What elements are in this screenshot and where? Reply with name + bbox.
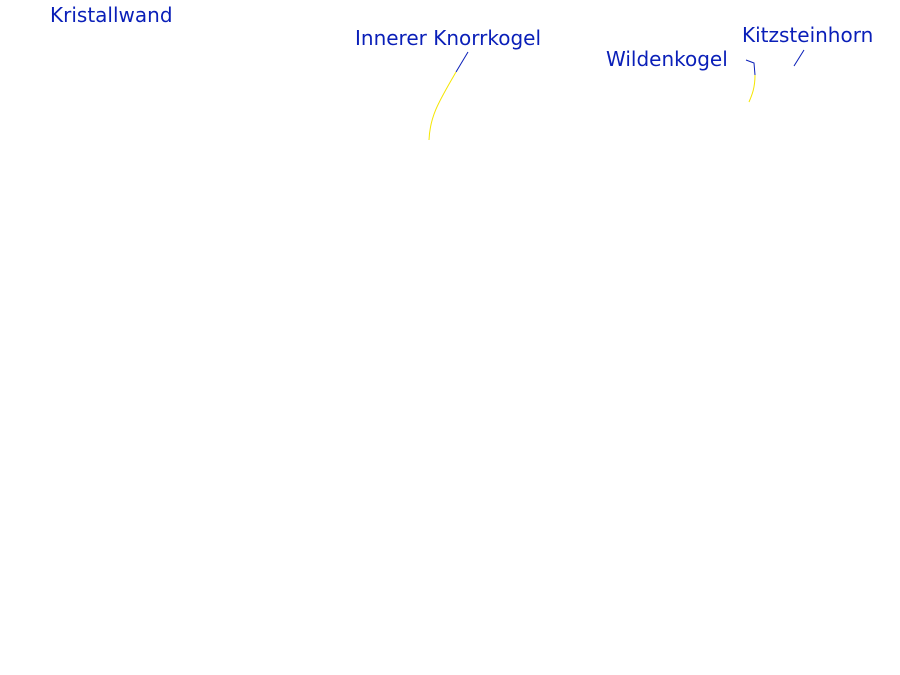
peak-label-wildenkogel: Wildenkogel xyxy=(606,47,728,71)
peak-label-innerer-knorrkogel: Innerer Knorrkogel xyxy=(355,26,542,50)
peak-label-kitzsteinhorn: Kitzsteinhorn xyxy=(742,23,874,47)
leader-wildenkogel-bottom xyxy=(748,74,756,103)
leader-kitzsteinhorn xyxy=(793,49,805,67)
peak-label-kristallwand: Kristallwand xyxy=(50,3,173,27)
leader-innerer-knorrkogel-top xyxy=(455,51,469,73)
leader-wildenkogel-top xyxy=(745,59,756,76)
leader-innerer-knorrkogel-bottom xyxy=(428,71,457,141)
